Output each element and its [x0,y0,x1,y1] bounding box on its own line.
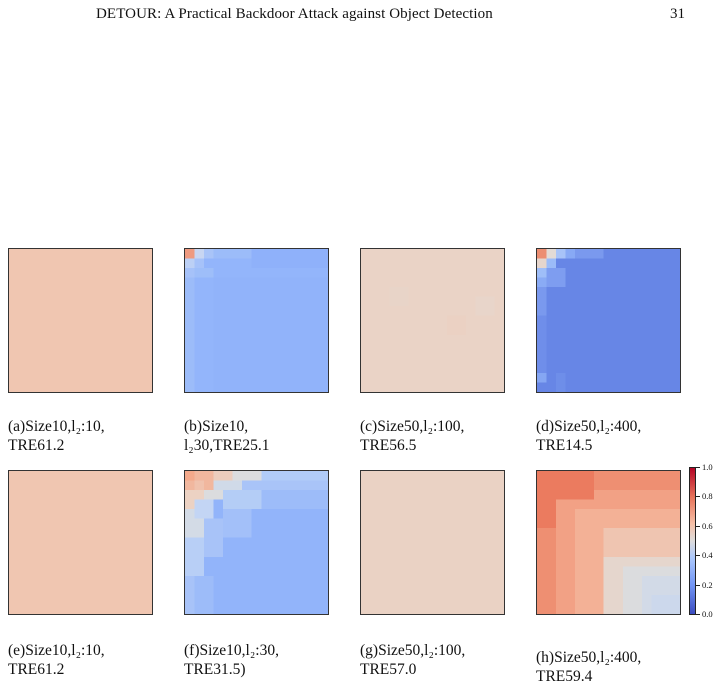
colorbar-tick [696,555,700,556]
heatmap-panel-e [8,470,153,615]
caption-f-line1: (f)Size10,l₂:30, [184,642,279,659]
caption-d-line1: (d)Size50,l₂:400, [536,418,642,435]
heatmap-panel-h [536,470,681,615]
caption-d: (d)Size50,l₂:400, TRE14.5 [536,417,706,455]
caption-c: (c)Size50,l₂:100, TRE56.5 [360,417,530,455]
paper-title: DETOUR: A Practical Backdoor Attack agai… [96,6,493,22]
caption-f: (f)Size10,l₂:30, TRE31.5) [184,641,354,679]
colorbar-tick-label: 0.0 [702,609,713,619]
running-head: DETOUR: A Practical Backdoor Attack agai… [0,6,723,26]
heatmap-panel-g [360,470,505,615]
colorbar-tick-label: 0.8 [702,491,713,501]
heatmap-panel-d [536,248,681,393]
caption-e-line1: (e)Size10,l₂:10, [8,642,105,659]
caption-g-line1: (g)Size50,l₂:100, [360,642,466,659]
caption-a-line1: (a)Size10,l₂:10, [8,418,105,435]
colorbar-tick-label: 0.2 [702,580,713,590]
caption-a: (a)Size10,l₂:10, TRE61.2 [8,417,178,455]
caption-f-line2: TRE31.5) [184,661,246,678]
colorbar-tick [696,467,700,468]
caption-c-line1: (c)Size50,l₂:100, [360,418,465,435]
caption-c-line2: TRE56.5 [360,437,417,454]
caption-d-line2: TRE14.5 [536,437,593,454]
caption-h: (h)Size50,l₂:400, TRE59.4 [536,648,706,686]
caption-b: (b)Size10, l₂30,TRE25.1 [184,417,354,455]
caption-g: (g)Size50,l₂:100, TRE57.0 [360,641,530,679]
caption-e: (e)Size10,l₂:10, TRE61.2 [8,641,178,679]
heatmap-panel-a [8,248,153,393]
caption-e-line2: TRE61.2 [8,661,65,678]
colorbar-tick [696,496,700,497]
caption-b-line1: (b)Size10, [184,418,249,435]
page-number: 31 [670,6,685,22]
caption-a-line2: TRE61.2 [8,437,65,454]
caption-h-line1: (h)Size50,l₂:400, [536,649,642,666]
colorbar [689,467,696,615]
colorbar-tick-label: 1.0 [702,462,713,472]
colorbar-tick [696,526,700,527]
heatmap-panel-c [360,248,505,393]
colorbar-tick-label: 0.4 [702,550,713,560]
colorbar-tick-label: 0.6 [702,521,713,531]
heatmap-panel-f [184,470,329,615]
caption-b-line2: l₂30,TRE25.1 [184,437,270,454]
heatmap-panel-b [184,248,329,393]
caption-g-line2: TRE57.0 [360,661,417,678]
colorbar-tick [696,614,700,615]
colorbar-tick [696,585,700,586]
caption-h-line2: TRE59.4 [536,668,593,685]
